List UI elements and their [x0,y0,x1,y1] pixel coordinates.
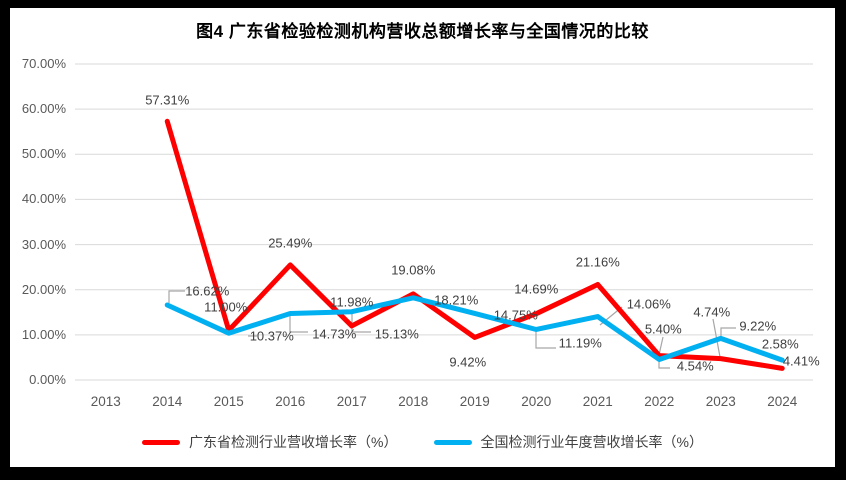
y-axis-tick-label: 50.00% [21,146,66,162]
data-label: 18.21% [434,292,479,308]
red-line-swatch [142,439,181,445]
data-label: 11.00% [204,299,248,315]
series-lines [164,118,785,371]
leader-line [658,362,670,369]
data-label: 57.31% [145,92,190,108]
data-label: 14.73% [312,326,357,341]
data-label: 9.22% [739,318,777,334]
x-axis-tick-label: 2019 [459,394,490,409]
data-label: 16.62% [185,283,230,299]
leader-line [289,316,308,333]
data-label: 4.41% [782,353,820,369]
x-axis-tick-label: 2022 [644,394,675,409]
data-label: 9.42% [449,354,487,370]
y-axis-tick-label: 30.00% [21,236,66,252]
x-axis-tick-label: 2021 [582,394,613,409]
x-axis-tick-label: 2015 [213,394,244,409]
blue-line-swatch [433,439,472,445]
chart-panel: 图4 广东省检验检测机构营收总额增长率与全国情况的比较 0.00% 10.00% 2… [10,8,835,467]
legend-item-guangdong: 广东省检测行业营收增长率（%） [142,432,398,452]
series-line-guangdong [164,118,785,371]
leader-line [168,290,185,303]
x-axis-tick-label: 2014 [152,394,183,409]
data-label: 19.08% [391,262,436,278]
leader-line [535,331,556,349]
line-chart-canvas [75,63,813,381]
y-axis-tick-label: 0.00% [29,372,66,387]
leader-line [720,327,736,338]
chart-title: 图4 广东省检验检测机构营收总额增长率与全国情况的比较 [196,22,649,41]
gridlines [75,63,813,381]
x-axis-tick-label: 2016 [275,394,306,409]
data-label: 2.58% [761,336,799,352]
data-label: 14.06% [626,296,671,312]
x-axis-tick-label: 2020 [521,394,552,409]
data-label: 4.74% [693,304,731,320]
data-label: 4.54% [676,358,714,373]
x-axis-tick-label: 2024 [767,394,798,409]
data-label: 21.16% [575,254,620,270]
y-axis-tick-label: 70.00% [21,56,66,71]
x-axis-tick-label: 2018 [398,394,429,409]
legend-label-guangdong: 广东省检测行业营收增长率（%） [189,434,398,450]
data-label: 14.75% [493,307,538,323]
legend: 广东省检测行业营收增长率（%） 全国检测行业年度营收增长率（%） [10,431,835,453]
leader-line [351,314,371,333]
legend-label-national: 全国检测行业年度营收增长率（%） [480,434,703,450]
data-label: 14.69% [514,281,559,297]
legend-item-national: 全国检测行业年度营收增长率（%） [433,432,703,452]
x-axis-tick-label: 2013 [90,394,121,409]
data-label: 11.19% [558,335,602,351]
x-axis-tick-label: 2023 [705,394,736,409]
data-label: 25.49% [268,235,313,251]
data-label: 5.40% [644,321,682,337]
data-label: 15.13% [374,326,419,342]
leader-line [658,336,664,356]
y-axis-tick-label: 40.00% [21,191,66,207]
x-axis-tick-label: 2017 [336,394,367,409]
data-label: 11.98% [330,294,374,310]
y-axis-tick-label: 60.00% [21,101,66,117]
series-line-national [164,295,785,363]
y-axis-tick-label: 20.00% [21,281,66,297]
y-axis-tick-label: 10.00% [21,326,66,342]
data-label: 10.37% [249,328,294,344]
